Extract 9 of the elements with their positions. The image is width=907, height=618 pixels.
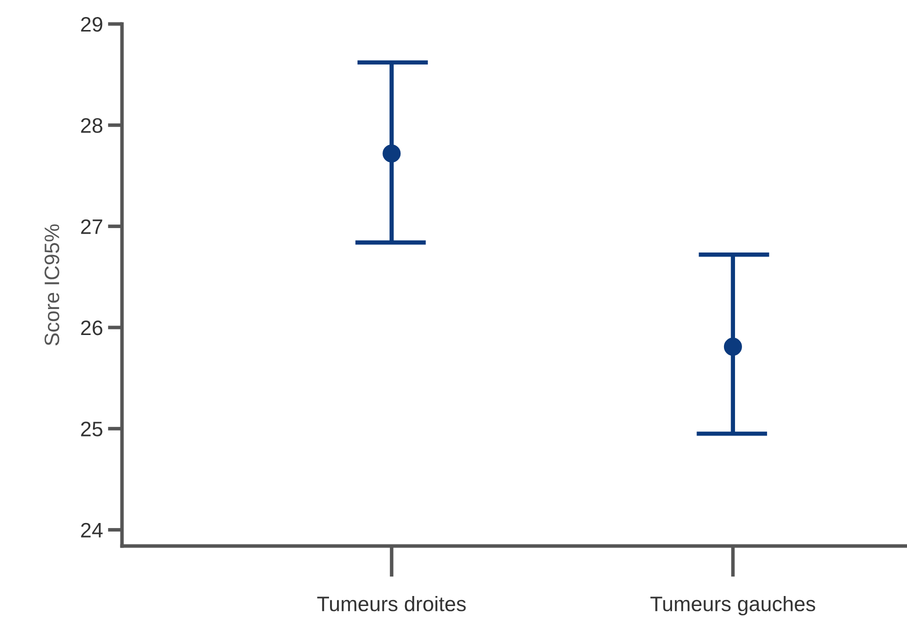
y-tick-label: 27: [81, 219, 102, 234]
y-tick-label: 29: [81, 16, 102, 32]
y-tick-label: 28: [81, 118, 102, 133]
x-tick-label: Tumeurs droites: [317, 596, 466, 612]
x-tick-label: Tumeurs gauches: [650, 596, 816, 616]
y-tick-label: 24: [81, 522, 103, 538]
y-axis-title: Score IC95%: [44, 224, 60, 346]
y-tick-label: 26: [81, 320, 102, 336]
y-tick-label: 25: [81, 422, 102, 436]
